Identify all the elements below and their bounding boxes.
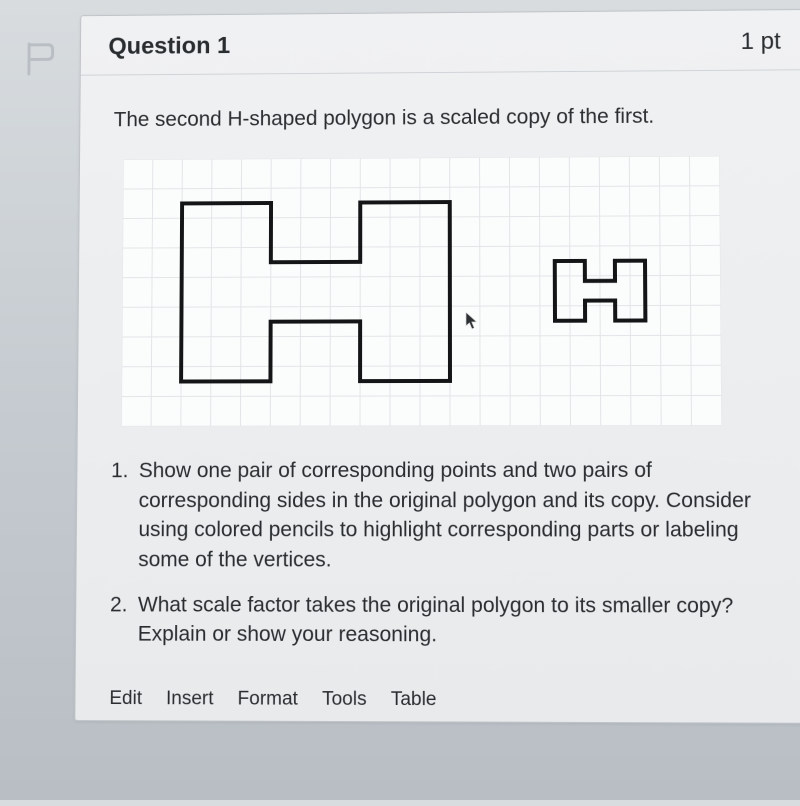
item-text: What scale factor takes the original pol… bbox=[138, 590, 781, 651]
list-item: 1. Show one pair of corresponding points… bbox=[110, 456, 780, 575]
item-number: 2. bbox=[110, 590, 138, 649]
item-number: 1. bbox=[110, 457, 139, 575]
list-item: 2. What scale factor takes the original … bbox=[110, 590, 781, 651]
question-points: 1 pt bbox=[740, 28, 780, 56]
toolbar-format[interactable]: Format bbox=[238, 688, 298, 710]
question-card: Question 1 1 pt The second H-shaped poly… bbox=[74, 9, 800, 724]
question-list: 1. Show one pair of corresponding points… bbox=[110, 456, 781, 651]
card-header: Question 1 1 pt bbox=[81, 10, 800, 76]
card-body: The second H-shaped polygon is a scaled … bbox=[76, 70, 800, 675]
editor-toolbar: Edit Insert Format Tools Table bbox=[75, 673, 800, 722]
toolbar-table[interactable]: Table bbox=[391, 688, 437, 710]
toolbar-insert[interactable]: Insert bbox=[166, 688, 214, 710]
item-text: Show one pair of corresponding points an… bbox=[138, 456, 780, 575]
intro-text: The second H-shaped polygon is a scaled … bbox=[114, 102, 776, 134]
question-title: Question 1 bbox=[108, 33, 230, 61]
toolbar-edit[interactable]: Edit bbox=[109, 688, 142, 710]
flag-icon bbox=[26, 42, 56, 76]
grid-svg bbox=[121, 156, 721, 426]
toolbar-tools[interactable]: Tools bbox=[322, 688, 367, 710]
diagram bbox=[121, 156, 721, 426]
